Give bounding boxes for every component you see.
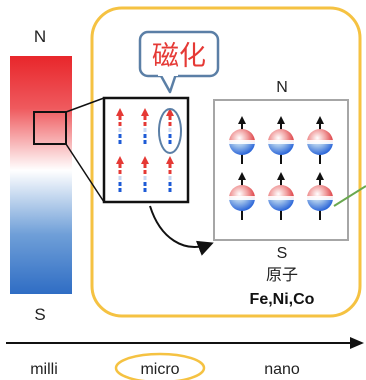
atom-grid [229,116,333,220]
atom [307,172,333,220]
micro-highlight-ellipse [114,352,206,380]
scale-label-micro: micro [140,361,179,378]
connector-line [333,185,366,207]
atom [268,172,294,220]
callout-pointer [158,73,178,94]
atom [229,172,255,220]
scale-axis-arrowhead [350,337,364,349]
domain-spin-arrows [116,108,174,192]
atom-panel-south-label: S [277,245,288,262]
atom [268,116,294,164]
magnetization-label: 磁化 [152,41,206,71]
spin-arrow [116,108,124,144]
zoom-region-marker [33,111,67,145]
magnetization-highlight [158,108,182,154]
scale-label-milli: milli [30,361,58,378]
spin-arrow [116,156,124,192]
zoom-line-top [65,97,105,113]
elements-label: Fe,Ni,Co [250,291,315,308]
zoom-line-bottom [65,143,105,203]
atom-label: 原子 [266,266,298,284]
scale-label-nano: nano [264,361,300,378]
magnet-north-label: N [34,27,46,46]
spin-arrow [166,108,174,144]
zoom-curve-arrow [149,205,214,256]
spin-arrow [141,156,149,192]
atom-panel-north-label: N [276,79,288,96]
magnet-south-label: S [34,305,45,324]
atom [229,116,255,164]
micro-scale-frame [90,6,362,318]
bar-magnet [10,56,72,294]
atom [307,116,333,164]
magnetization-callout [138,30,220,78]
spin-arrow [166,156,174,192]
spin-arrow [141,108,149,144]
